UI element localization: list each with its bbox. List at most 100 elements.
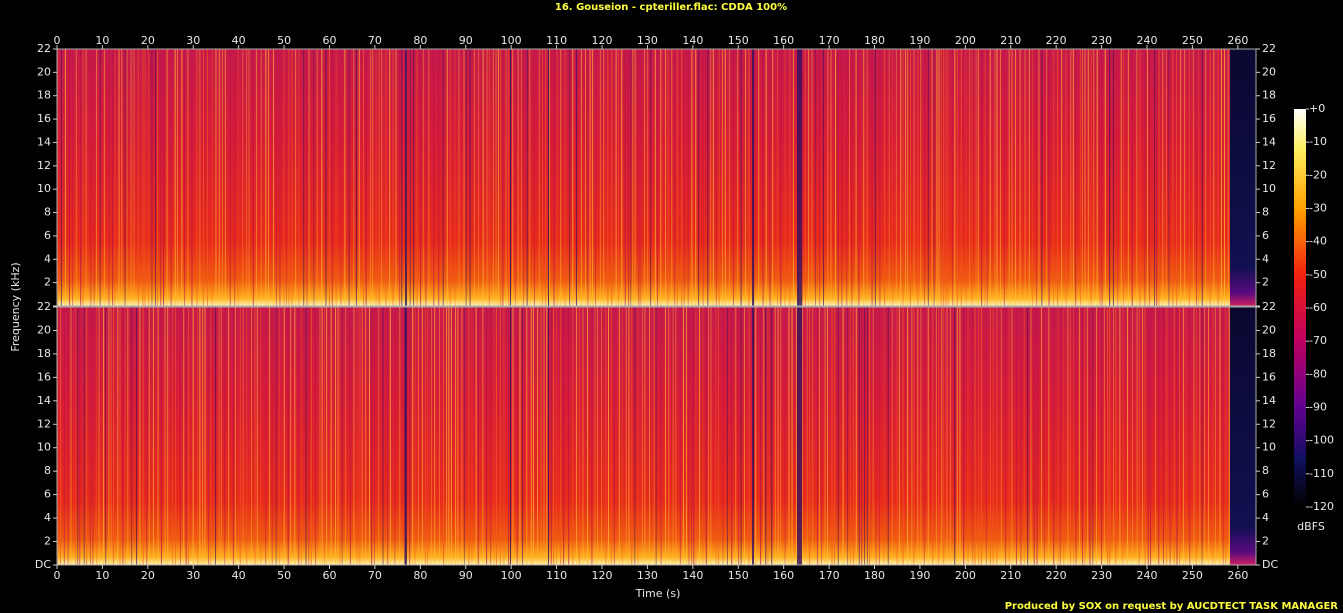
spectrogram-stripe xyxy=(572,49,574,306)
spectrogram-stripe xyxy=(538,49,540,306)
spectrogram-stripe xyxy=(994,49,996,306)
spectrogram-stripe xyxy=(70,307,72,565)
spectrogram-stripe xyxy=(1193,307,1195,565)
spectrogram-stripe xyxy=(72,49,74,306)
spectrogram-stripe xyxy=(971,49,973,306)
spectrogram-stripe xyxy=(771,307,773,565)
x-tick-label-top: 20 xyxy=(141,34,155,47)
spectrogram-stripe xyxy=(996,307,998,565)
spectrogram-stripe xyxy=(166,49,168,306)
spectrogram-gap xyxy=(797,49,802,306)
spectrogram-stripe xyxy=(792,49,794,306)
spectrogram-stripe xyxy=(349,307,351,565)
spectrogram-stripe xyxy=(917,49,919,306)
spectrogram-stripe xyxy=(726,307,728,565)
spectrogram-stripe xyxy=(943,307,945,565)
spectrogram-stripe xyxy=(724,49,726,306)
spectrogram-stripe xyxy=(425,49,427,306)
spectrogram-stripe xyxy=(1075,49,1077,306)
spectrogram-stripe xyxy=(234,307,236,565)
spectrogram-stripe xyxy=(363,49,365,306)
spectrogram-stripe xyxy=(503,307,505,565)
spectrogram-stripe xyxy=(199,49,201,306)
spectrogram-stripe xyxy=(946,307,948,565)
spectrogram-stripe xyxy=(232,307,234,565)
spectrogram-stripe xyxy=(644,307,646,565)
spectrogram-stripe xyxy=(945,49,947,306)
spectrogram-stripe xyxy=(789,49,791,306)
spectrogram-stripe xyxy=(780,49,782,306)
spectrogram-gap xyxy=(405,307,407,565)
y-tick-label: 20 xyxy=(37,323,51,336)
spectrogram-stripe xyxy=(1158,307,1160,565)
spectrogram-stripe xyxy=(1093,49,1095,306)
x-tick-label-top: 70 xyxy=(368,34,382,47)
spectrogram-stripe xyxy=(920,49,922,306)
spectrogram-stripe xyxy=(647,49,649,306)
spectrogram-stripe xyxy=(931,49,933,306)
x-tick-label: 120 xyxy=(592,569,613,582)
spectrogram-stripe xyxy=(287,307,289,565)
spectrogram-stripe xyxy=(936,49,938,306)
y-tick-label-right: 8 xyxy=(1262,464,1269,477)
spectrogram-stripe xyxy=(192,307,194,565)
spectrogram-stripe xyxy=(1073,307,1075,565)
spectrogram-stripe xyxy=(372,49,374,306)
spectrogram-stripe xyxy=(492,49,494,306)
spectrogram-stripe xyxy=(381,49,383,306)
spectrogram-stripe xyxy=(522,307,524,565)
spectrogram-stripe xyxy=(631,307,633,565)
spectrogram-stripe xyxy=(127,307,129,565)
spectrogram-tail xyxy=(1230,307,1256,565)
spectrogram-stripe xyxy=(710,49,712,306)
y-tick-label-right: 6 xyxy=(1262,488,1269,501)
spectrogram-stripe xyxy=(874,49,876,306)
x-tick-label: 50 xyxy=(277,569,291,582)
spectrogram-stripe xyxy=(174,49,176,306)
spectrogram-stripe xyxy=(923,307,925,565)
spectrogram-stripe xyxy=(806,307,808,565)
spectrogram-stripe xyxy=(675,307,677,565)
spectrogram-stripe xyxy=(185,307,187,565)
spectrogram-stripe xyxy=(443,307,445,565)
spectrogram-stripe xyxy=(450,307,452,565)
spectrogram-stripe xyxy=(986,49,988,306)
spectrogram-stripe xyxy=(1030,307,1032,565)
spectrogram-stripe xyxy=(974,307,976,565)
x-tick-label: 100 xyxy=(501,569,522,582)
spectrogram-stripe xyxy=(698,49,700,306)
y-tick-label-right: 2 xyxy=(1262,276,1269,289)
spectrogram-stripe xyxy=(99,49,101,306)
spectrogram-stripe xyxy=(784,49,786,306)
spectrogram-stripe xyxy=(80,49,82,306)
y-tick-label-right: 16 xyxy=(1262,370,1276,383)
spectrogram-stripe xyxy=(482,49,484,306)
spectrogram-stripe xyxy=(824,307,826,565)
spectrogram-stripe xyxy=(871,49,873,306)
spectrogram-stripe xyxy=(184,49,186,306)
spectrogram-stripe xyxy=(699,307,701,565)
spectrogram-stripe xyxy=(1070,307,1072,565)
spectrogram-stripe xyxy=(1166,307,1168,565)
y-tick-label: 16 xyxy=(37,370,51,383)
spectrogram-stripe xyxy=(831,307,833,565)
spectrogram-stripe xyxy=(818,307,820,565)
x-tick-label-top: 120 xyxy=(592,34,613,47)
y-tick-label: 22 xyxy=(37,42,51,55)
spectrogram-stripe xyxy=(780,307,782,565)
spectrogram-stripe xyxy=(972,307,974,565)
spectrogram-stripe xyxy=(920,307,922,565)
spectrogram-stripe xyxy=(638,49,640,306)
spectrogram-stripe xyxy=(582,307,584,565)
spectrogram-stripe xyxy=(568,307,570,565)
spectrogram-stripe xyxy=(67,307,69,565)
x-tick-label: 150 xyxy=(728,569,749,582)
x-tick-label-top: 140 xyxy=(682,34,703,47)
spectrogram-stripe xyxy=(1008,49,1010,306)
spectrogram-stripe xyxy=(858,49,860,306)
spectrogram-stripe xyxy=(748,307,750,565)
spectrogram-stripe xyxy=(816,307,818,565)
spectrogram-stripe xyxy=(848,49,850,306)
y-tick-label: 20 xyxy=(37,65,51,78)
spectrogram-stripe xyxy=(1103,307,1105,565)
